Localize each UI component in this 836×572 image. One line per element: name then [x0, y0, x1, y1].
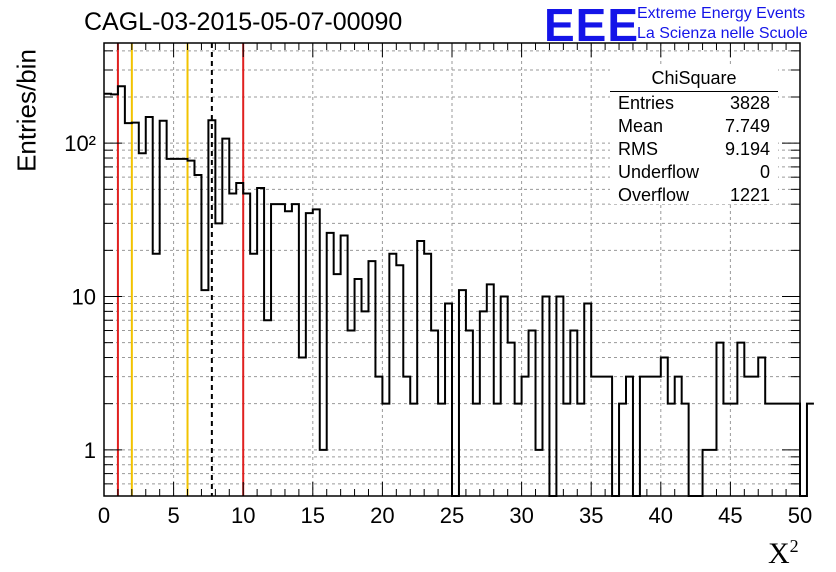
logo-tagline-2: La Scienza nelle Scuole [637, 25, 808, 42]
y-tick-label: 1 [84, 438, 96, 463]
x-tick-label: 35 [579, 503, 603, 528]
stats-label: Underflow [618, 162, 700, 182]
x-tick-label: 15 [301, 503, 325, 528]
stats-divider [610, 91, 778, 92]
axis-ticks [103, 43, 801, 497]
x-tick-label: 5 [167, 503, 179, 528]
histogram-series [104, 85, 814, 497]
x-tick-labels: 0 5 10 15 20 25 30 35 40 45 50 [98, 503, 812, 528]
stats-value: 7.749 [724, 116, 770, 136]
x-tick-label: 45 [718, 503, 742, 528]
x-axis-label: X2 [768, 536, 799, 571]
stats-box: ChiSquare Entries 3828 Mean 7.749 RMS 9.… [610, 66, 778, 207]
y-tick-label: 10² [64, 131, 96, 156]
stats-value: 9.194 [724, 139, 770, 159]
stats-row-overflow: Overflow 1221 [618, 185, 770, 207]
x-tick-label: 50 [788, 503, 812, 528]
stats-label: Overflow [618, 185, 690, 205]
stats-value: 0 [759, 162, 770, 182]
y-tick-label: 10 [72, 285, 96, 310]
logo-tagline-1: Extreme Energy Events [637, 5, 806, 22]
stats-label: Mean [618, 116, 664, 136]
stats-value: 3828 [729, 93, 770, 113]
reference-lines [116, 43, 245, 496]
chart-title: CAGL-03-2015-05-07-00090 [84, 8, 403, 36]
y-axis-label: Entries/bin [11, 49, 42, 172]
stats-row-mean: Mean 7.749 [618, 116, 770, 138]
stats-row-underflow: Underflow 0 [618, 162, 770, 184]
y-tick-labels: 1 10 10² [64, 131, 96, 463]
logo-mark: EEE [544, 0, 640, 51]
x-tick-label: 40 [649, 503, 673, 528]
eee-logo: EEE Extreme Energy Events La Scienza nel… [544, 0, 836, 51]
stats-value: 1221 [729, 185, 770, 205]
x-tick-label: 25 [440, 503, 464, 528]
x-tick-label: 10 [231, 503, 255, 528]
stats-row-rms: RMS 9.194 [618, 139, 770, 161]
x-tick-label: 0 [98, 503, 110, 528]
stats-row-entries: Entries 3828 [618, 93, 770, 115]
x-axis-label-sup: 2 [789, 536, 799, 556]
x-tick-label: 20 [370, 503, 394, 528]
x-axis-label-main: X [768, 537, 790, 570]
stats-label: RMS [618, 139, 658, 159]
x-tick-label: 30 [509, 503, 533, 528]
stats-title: ChiSquare [651, 68, 737, 88]
stats-label: Entries [618, 93, 675, 113]
